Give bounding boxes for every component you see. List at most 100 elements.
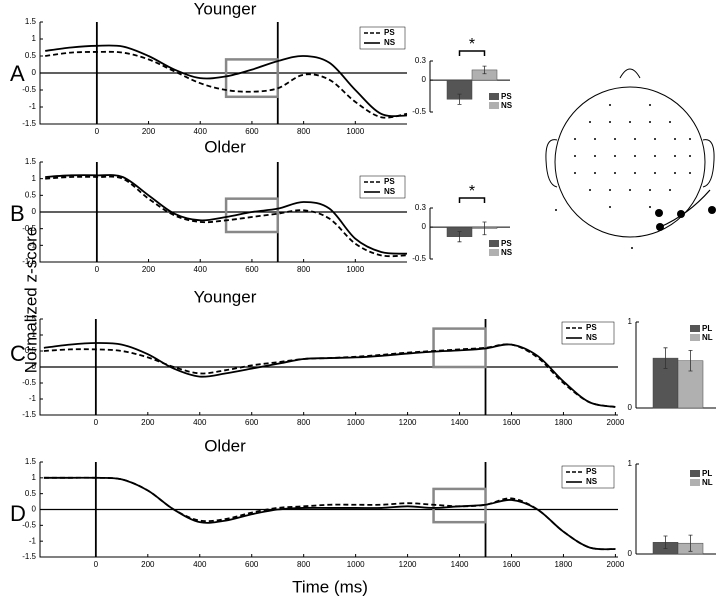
y-axis-label: Normalized z-score [21,227,40,373]
x-tick-label: 0 [95,265,100,274]
y-tick-label: -1 [29,240,37,249]
significance-annotation: * [469,183,475,200]
y-tick-label: 0.3 [415,203,427,212]
legend-label: NS [384,187,396,196]
y-tick-label: 1.5 [25,17,37,26]
y-tick-label: 1 [32,174,37,183]
bar [677,360,704,409]
electrode [708,206,716,214]
y-tick-label: -1.5 [22,552,36,561]
ear [702,139,715,188]
y-tick-label: 0 [422,222,427,231]
y-tick-label: -1 [29,394,37,403]
legend-label: NS [501,248,513,257]
error-bar [663,535,668,549]
significance-annotation: * [469,36,475,53]
x-tick-label: 400 [193,418,207,427]
series-line [43,476,616,551]
x-tick-label: 600 [245,265,259,274]
panel-letter: A [10,61,25,86]
electrode [689,155,691,157]
electrode [574,155,576,157]
electrode [674,172,676,174]
legend-swatch [489,240,499,247]
electrode [669,189,671,191]
y-tick-label: -1 [29,102,37,111]
x-tick-label: 600 [245,560,259,569]
y-tick-label: -0.5 [22,520,36,529]
y-tick-label: 0 [32,362,37,371]
series-line [43,476,616,551]
error-bar [457,231,462,243]
series-line [43,342,616,408]
y-tick-label: 0 [628,549,633,558]
legend-label: NS [501,101,513,110]
y-tick-label: 0.5 [25,346,37,355]
y-tick-label: -1.5 [22,119,36,128]
electrode [689,172,691,174]
head [554,86,706,238]
y-tick-label: -1.5 [22,257,36,266]
x-tick-label: 200 [141,418,155,427]
x-tick-label: 1600 [503,560,521,569]
electrode [631,247,633,249]
electrode [649,206,651,208]
error-bar [663,347,668,369]
electrode [649,121,651,123]
chart-title: Younger [194,0,257,18]
x-tick-label: 1200 [399,560,417,569]
x-tick-label: 0 [94,560,99,569]
electrode [669,121,671,123]
electrode [614,138,616,140]
legend-label: PS [384,28,395,37]
cluster-arc [659,189,711,228]
x-tick-label: 200 [141,560,155,569]
error-bar [482,221,487,236]
x-tick-label: 2000 [607,418,625,427]
y-tick-label: 1 [628,459,633,468]
electrode [609,104,611,106]
legend-swatch [489,249,499,256]
legend-swatch [690,325,700,332]
electrodes [555,104,716,249]
x-tick-label: 1000 [346,127,364,136]
y-tick-label: 1.5 [25,314,37,323]
chart-title: Older [204,137,246,156]
x-tick-label: 1000 [346,265,364,274]
y-tick-label: -0.5 [412,107,426,116]
legend-label: NL [702,333,713,342]
y-tick-label: 1.5 [25,457,37,466]
y-tick-label: 0 [628,403,633,412]
legend-label: PS [384,177,395,186]
legend-box [359,175,406,199]
electrode [589,189,591,191]
x-tick-label: 2000 [607,560,625,569]
x-tick-label: 800 [297,418,311,427]
x-tick-label: 1000 [347,560,365,569]
error-bar [482,65,487,75]
electrode [634,172,636,174]
series-line [45,175,408,258]
legend-swatch [690,334,700,341]
x-axis-label: Time (ms) [292,577,368,596]
y-tick-label: -1 [29,536,37,545]
significance-bracket [458,197,486,203]
legend-label: PS [586,467,597,476]
legend-label: PS [501,239,512,248]
legend-label: NL [702,478,713,487]
y-tick-label: 0.5 [25,489,37,498]
legend-swatch [690,479,700,486]
electrode [634,138,636,140]
electrode [674,138,676,140]
x-tick-label: 400 [194,265,208,274]
electrode [654,172,656,174]
legend-label: PS [586,323,597,332]
electrode [655,209,663,217]
electrode [634,155,636,157]
x-tick-label: 1200 [399,418,417,427]
x-tick-label: 800 [297,560,311,569]
head-diagram [545,68,715,238]
legend-label: PS [501,92,512,101]
legend-label: NS [586,477,598,486]
